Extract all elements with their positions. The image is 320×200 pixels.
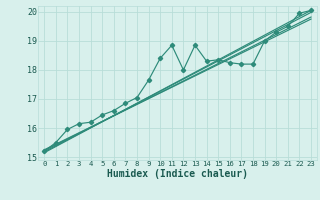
X-axis label: Humidex (Indice chaleur): Humidex (Indice chaleur) bbox=[107, 169, 248, 179]
